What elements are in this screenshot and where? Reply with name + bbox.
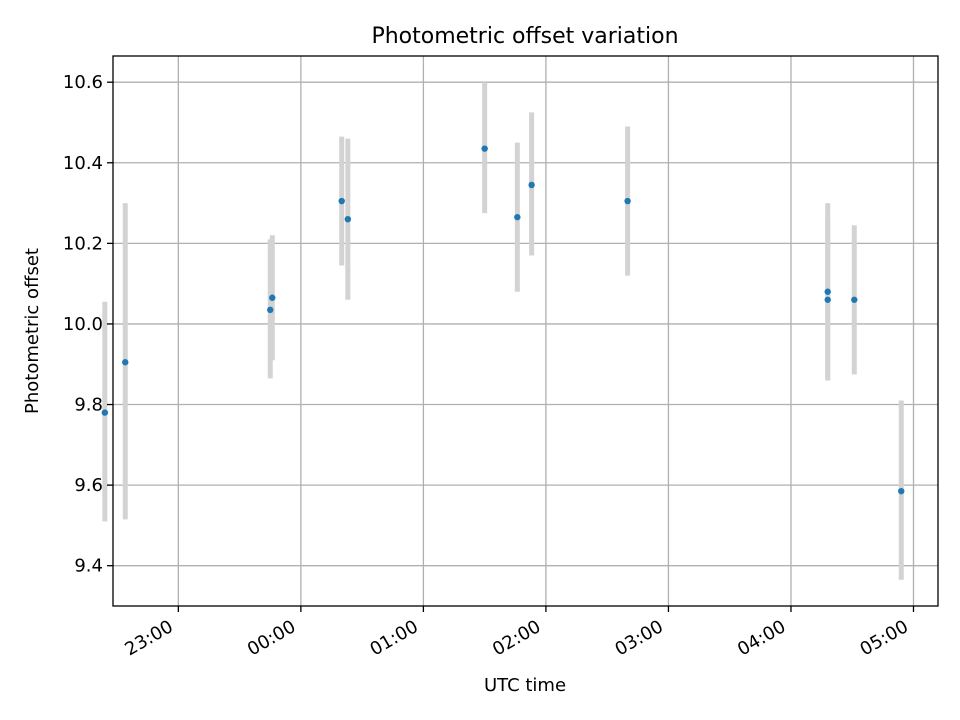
data-point (824, 288, 831, 295)
data-point (269, 294, 276, 301)
data-point (514, 213, 521, 221)
x-axis-label: UTC time (484, 675, 566, 696)
data-point (898, 487, 905, 495)
data-point (851, 296, 858, 303)
data-point (528, 181, 535, 189)
y-tick-label: 9.4 (74, 556, 103, 577)
y-tick-label: 10.6 (63, 72, 103, 93)
data-point (101, 409, 109, 416)
grid (113, 56, 938, 606)
data-point (267, 306, 274, 314)
plot-frame (112, 55, 939, 607)
data-point (824, 296, 831, 303)
y-tick-label: 9.6 (74, 475, 103, 496)
y-tick-label: 10.2 (63, 233, 103, 254)
data-point (624, 197, 631, 205)
y-axis-label: Photometric offset (22, 248, 43, 414)
y-tick-label: 9.8 (74, 395, 103, 416)
y-tick-label: 10.4 (63, 153, 103, 174)
data-point (122, 359, 129, 366)
data-point (481, 145, 488, 152)
chart-title: Photometric offset variation (371, 24, 678, 49)
data-point (338, 197, 345, 205)
data-point (344, 215, 352, 223)
y-tick-label: 10.0 (63, 314, 103, 335)
data-points (101, 145, 905, 495)
y-axis-ticks: 9.4 9.6 9.8 10.0 10.2 10.4 10.6 (63, 72, 113, 577)
